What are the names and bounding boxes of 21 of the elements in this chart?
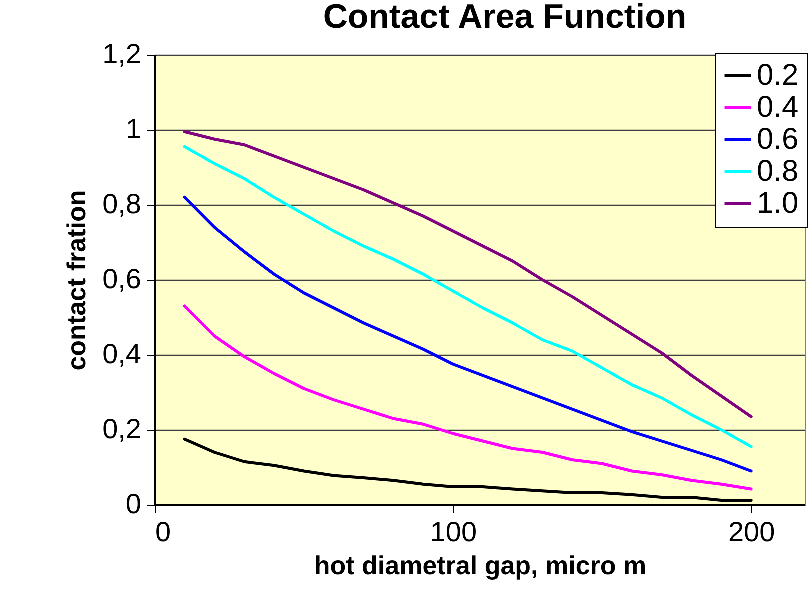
x-tick-label: 0 [156,516,172,548]
x-tick-label: 200 [728,516,776,548]
line-series [183,304,753,491]
x-axis-title: hot diametral gap, micro m [314,550,647,580]
legend-label: 0.6 [757,123,799,156]
chart-title: Contact Area Function [323,0,687,36]
y-tick-label: 0,6 [102,264,142,294]
y-axis-title: contact fration [62,190,92,371]
y-tick-label: 0 [126,488,142,520]
y-tick-label: 1 [126,114,142,144]
y-tick-label: 0,8 [102,188,142,220]
line-series [183,196,753,473]
legend-label: 0.2 [757,59,799,92]
legend-label: 1.0 [757,187,799,220]
x-tick-label: 100 [430,516,478,548]
y-tick-label: 0,2 [102,414,142,444]
legend-label: 0.8 [757,155,799,188]
line-series [183,438,753,502]
y-tick-label: 1,2 [102,38,142,70]
y-tick-label: 0,4 [102,338,142,370]
legend-label: 0.4 [757,91,799,124]
